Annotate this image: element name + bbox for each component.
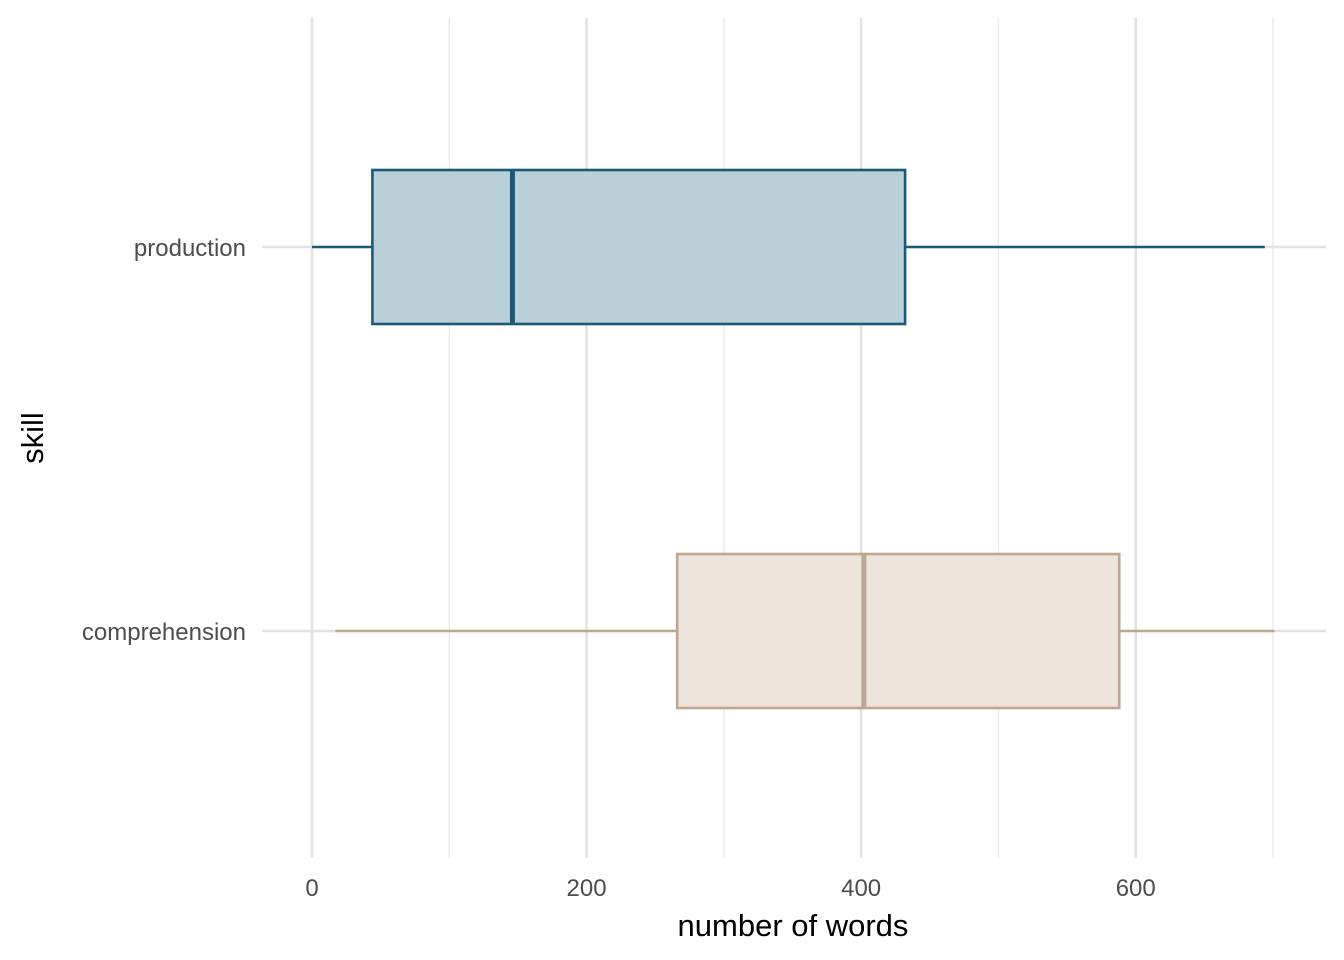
y-tick-label: comprehension — [82, 619, 246, 646]
x-axis-title: number of words — [678, 908, 909, 943]
x-tick-label: 0 — [305, 875, 318, 902]
x-tick-label: 200 — [567, 875, 607, 902]
x-tick-labels: 0 200 400 600 — [305, 875, 1155, 902]
minor-gridlines — [448, 18, 1274, 858]
box-comprehension — [335, 552, 1275, 710]
box-production — [312, 168, 1265, 326]
y-tick-labels: production comprehension — [82, 235, 246, 646]
y-axis-title: skill — [15, 412, 50, 464]
x-tick-label: 600 — [1116, 875, 1156, 902]
boxes — [312, 168, 1275, 710]
box-iqr — [371, 168, 907, 326]
box-iqr — [675, 552, 1121, 710]
major-gridlines — [262, 18, 1326, 858]
x-tick-label: 400 — [841, 875, 881, 902]
y-tick-label: production — [134, 235, 246, 262]
